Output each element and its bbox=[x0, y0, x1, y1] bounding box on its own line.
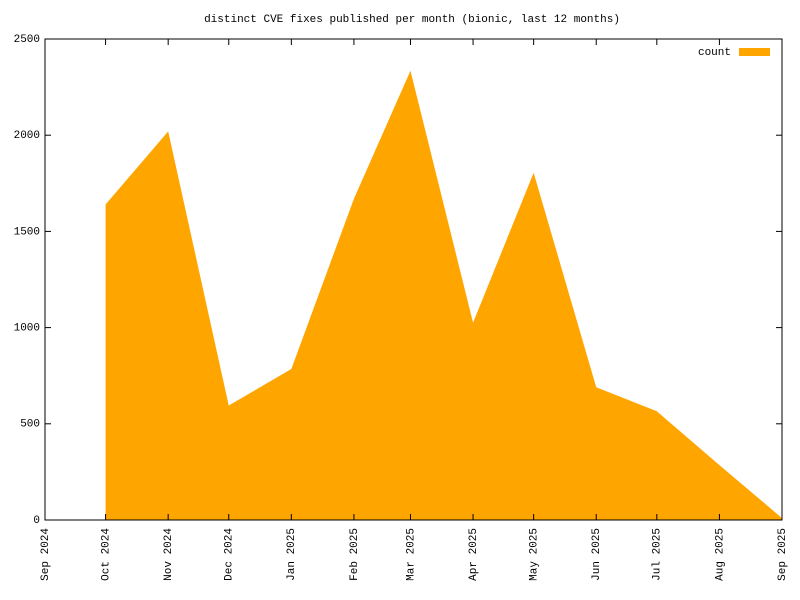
x-tick-label: Jun 2025 bbox=[591, 528, 603, 581]
x-tick-label: Jan 2025 bbox=[286, 528, 298, 581]
y-tick-label: 1500 bbox=[14, 226, 40, 238]
chart-title: distinct CVE fixes published per month (… bbox=[204, 14, 620, 26]
x-tick-label: Dec 2024 bbox=[224, 528, 236, 581]
area bbox=[105, 70, 783, 520]
x-tick-label: May 2025 bbox=[529, 528, 541, 581]
x-tick-label: Jul 2025 bbox=[652, 528, 664, 581]
x-tick-label: Apr 2025 bbox=[468, 528, 480, 581]
legend-swatch bbox=[739, 48, 770, 56]
y-tick-label: 2500 bbox=[14, 34, 40, 46]
y-tick-label: 1000 bbox=[14, 323, 40, 335]
plot-frame bbox=[44, 38, 783, 521]
x-tick-label: Nov 2024 bbox=[163, 528, 175, 581]
x-tick-label: Feb 2025 bbox=[349, 528, 361, 581]
x-tick-label: Sep 2025 bbox=[777, 528, 789, 581]
legend-label: count bbox=[698, 47, 731, 59]
x-tick-label: Aug 2025 bbox=[714, 528, 726, 581]
y-tick-label: 0 bbox=[33, 515, 40, 527]
y-tick-label: 500 bbox=[20, 419, 40, 431]
x-tick-label: Sep 2024 bbox=[40, 528, 52, 581]
x-tick-label: Oct 2024 bbox=[100, 528, 112, 581]
y-tick-label: 2000 bbox=[14, 130, 40, 142]
x-tick-label: Mar 2025 bbox=[405, 528, 417, 581]
